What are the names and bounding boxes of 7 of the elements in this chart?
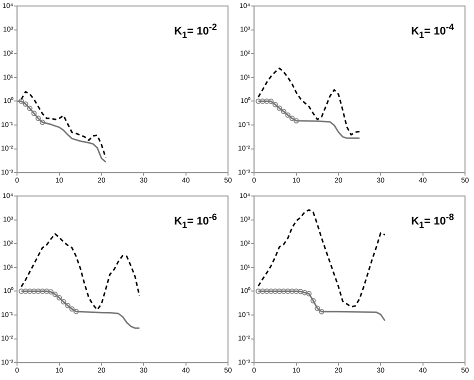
text: K$_{1}$= 10$^{-4}$ [411, 21, 454, 42]
line-series [20, 233, 140, 311]
text: K$_{1}$= 10$^{-8}$ [411, 211, 454, 232]
line-series [258, 68, 360, 136]
text: K$_{1}$= 10$^{-2}$ [174, 21, 217, 42]
text: K$_{1}$= 10$^{-6}$ [174, 211, 217, 232]
line-series [258, 209, 386, 308]
